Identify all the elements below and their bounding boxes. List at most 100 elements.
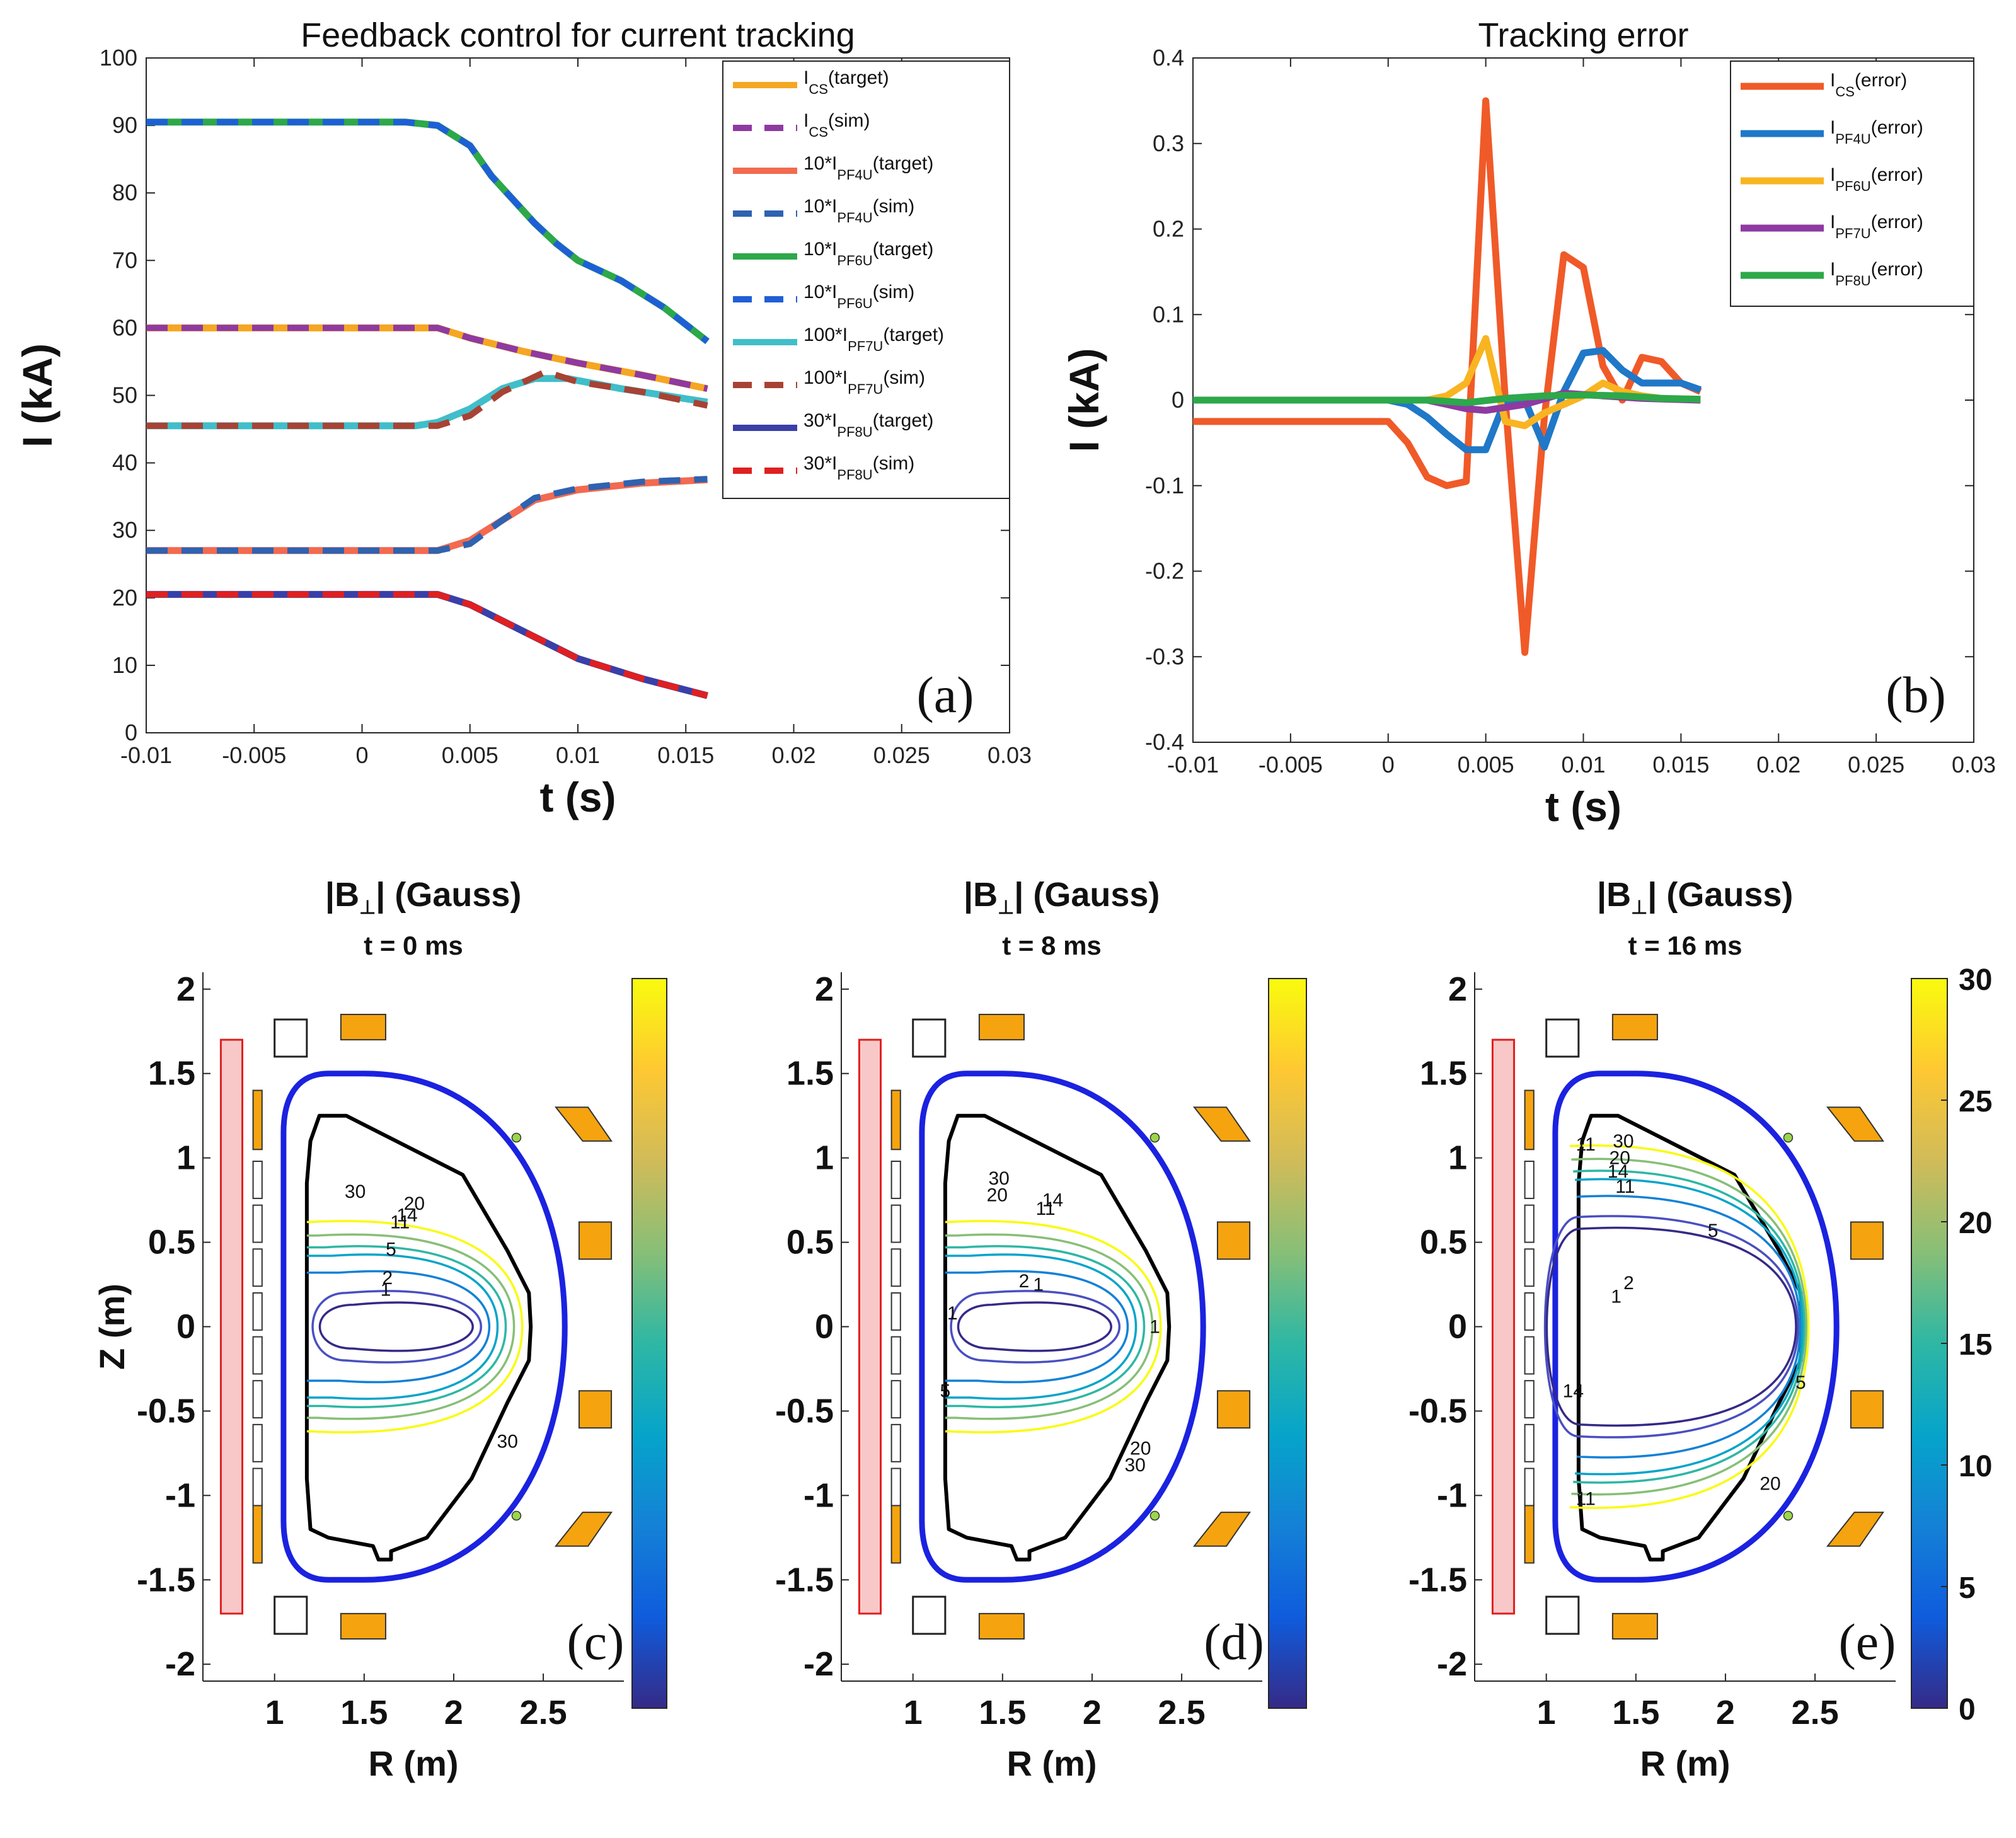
y-tick-label: 1 bbox=[815, 1139, 834, 1177]
inner-coil bbox=[1524, 1380, 1535, 1419]
contour-label: 2 bbox=[382, 1268, 393, 1289]
contour-label: 2 bbox=[1623, 1273, 1634, 1294]
inner-coil bbox=[890, 1468, 901, 1507]
contour-label: 30 bbox=[988, 1168, 1009, 1189]
contour-line bbox=[957, 1301, 1112, 1352]
contour-line bbox=[945, 1270, 1129, 1384]
panel-title: |B⊥| (Gauss) bbox=[964, 876, 1160, 918]
pf-coil-open bbox=[274, 1595, 308, 1635]
contour-line bbox=[1571, 1157, 1808, 1496]
x-tick-label: 0.025 bbox=[873, 742, 930, 768]
pf-coil bbox=[1611, 1013, 1658, 1041]
y-tick-label: -0.3 bbox=[1145, 643, 1184, 669]
contour-label: 11 bbox=[1576, 1489, 1596, 1510]
x-tick-label: 0.01 bbox=[1561, 752, 1605, 778]
x-tick-label: -0.005 bbox=[222, 742, 286, 768]
y-tick-label: 60 bbox=[112, 314, 137, 340]
inner-coil bbox=[890, 1380, 901, 1419]
chart-title: Feedback control for current tracking bbox=[301, 16, 855, 54]
limiter bbox=[1576, 1113, 1805, 1562]
pf-coil bbox=[978, 1612, 1025, 1640]
pf-coil bbox=[1850, 1390, 1884, 1429]
x-tick-label: 1.5 bbox=[979, 1694, 1026, 1732]
contour-label: 14 bbox=[1608, 1161, 1628, 1182]
contour-label: 30 bbox=[497, 1432, 518, 1452]
y-tick-label: 0.5 bbox=[148, 1224, 195, 1261]
y-tick-label: 0.2 bbox=[1153, 216, 1184, 242]
contour-line bbox=[945, 1220, 1162, 1433]
contour-label: 5 bbox=[1708, 1221, 1719, 1241]
pf-coil bbox=[340, 1013, 386, 1041]
x-tick-label: 1.5 bbox=[340, 1694, 388, 1732]
probe-marker bbox=[1783, 1132, 1794, 1143]
contour-label: 11 bbox=[1615, 1176, 1635, 1197]
y-tick-label: -0.2 bbox=[1145, 558, 1184, 584]
x-tick-label: 0.02 bbox=[1756, 752, 1800, 778]
contour-label: 20 bbox=[404, 1193, 425, 1214]
y-tick-label: -1 bbox=[804, 1476, 834, 1514]
y-tick-label: -0.5 bbox=[1408, 1392, 1467, 1430]
x-tick-label: 0.015 bbox=[657, 742, 714, 768]
y-tick-label: 30 bbox=[112, 517, 137, 543]
pf-coil bbox=[1524, 1089, 1535, 1151]
pf-coil bbox=[1216, 1221, 1251, 1260]
y-tick-label: -0.5 bbox=[137, 1392, 195, 1430]
x-tick-label: 0 bbox=[355, 742, 368, 768]
contour-line bbox=[1543, 1215, 1799, 1439]
probe-marker bbox=[1783, 1510, 1794, 1521]
inner-coil bbox=[252, 1204, 263, 1243]
y-tick-label: 1 bbox=[176, 1139, 195, 1177]
pf-coil-tilted bbox=[1192, 1512, 1252, 1547]
series-100*I_PF7U(sim) bbox=[146, 369, 708, 429]
contour-line bbox=[306, 1245, 507, 1408]
contour-line bbox=[945, 1233, 1154, 1420]
pf-coil-tilted bbox=[554, 1512, 613, 1547]
pf-coil-tilted bbox=[1826, 1106, 1885, 1142]
contour-label: 14 bbox=[1042, 1190, 1063, 1211]
contour-line bbox=[950, 1290, 1121, 1364]
legend-entry: 100*IPF7U(sim) bbox=[804, 367, 925, 397]
inner-coil bbox=[1524, 1248, 1535, 1287]
pf-coil-open bbox=[912, 1595, 947, 1635]
x-tick-label: -0.01 bbox=[1167, 752, 1219, 778]
inner-coil bbox=[1524, 1336, 1535, 1375]
inner-coil bbox=[252, 1248, 263, 1287]
panel-label: (a) bbox=[916, 666, 974, 723]
pf-coil bbox=[1216, 1390, 1251, 1429]
y-tick-label: 50 bbox=[112, 382, 137, 408]
contour-line bbox=[1575, 1178, 1804, 1476]
y-tick-label: -2 bbox=[804, 1645, 834, 1683]
x-tick-label: 1 bbox=[1537, 1694, 1556, 1732]
y-tick-label: 1.5 bbox=[786, 1055, 834, 1093]
y-tick-label: -1.5 bbox=[775, 1561, 834, 1599]
legend-entry: ICS(error) bbox=[1830, 70, 1907, 100]
panel-c: 1 1.5 2 2.5 -2 -1.5 -1 -0.5 0 0.5 1 1.5 2 |B⊥| (Gauss… bbox=[92, 876, 667, 1783]
chart-title: Tracking error bbox=[1478, 16, 1688, 54]
pf-coil bbox=[890, 1503, 901, 1564]
panel-title: |B⊥| (Gauss) bbox=[1597, 876, 1793, 918]
x-tick-label: 0.005 bbox=[1458, 752, 1514, 778]
legend-entry: 30*IPF8U(target) bbox=[804, 410, 933, 440]
y-tick-label: 2 bbox=[176, 970, 195, 1008]
x-tick-label: 2 bbox=[1083, 1694, 1102, 1732]
inner-coil bbox=[1524, 1292, 1535, 1331]
vacuum-vessel bbox=[280, 1071, 568, 1583]
panel-title: |B⊥| (Gauss) bbox=[325, 876, 521, 918]
x-tick-label: 0.005 bbox=[442, 742, 498, 768]
contour-label: 2 bbox=[1019, 1271, 1030, 1292]
colorbar bbox=[631, 978, 667, 1709]
y-tick-label: 0.5 bbox=[786, 1224, 834, 1261]
contour-label: 5 bbox=[940, 1381, 951, 1401]
pf-coil bbox=[578, 1390, 613, 1429]
y-tick-label: -1.5 bbox=[1408, 1561, 1467, 1599]
contour-line bbox=[945, 1253, 1138, 1400]
y-tick-label: -1 bbox=[1437, 1476, 1467, 1514]
pf-coil bbox=[1524, 1503, 1535, 1564]
pf-coil bbox=[1611, 1612, 1658, 1640]
x-tick-label: 2 bbox=[1716, 1694, 1735, 1732]
y-tick-label: 40 bbox=[112, 450, 137, 476]
legend-entry: IPF6U(error) bbox=[1830, 164, 1923, 194]
contour-label: 11 bbox=[1035, 1198, 1055, 1219]
y-tick-label: 100 bbox=[100, 45, 137, 71]
x-axis-label: R (m) bbox=[1006, 1743, 1097, 1783]
